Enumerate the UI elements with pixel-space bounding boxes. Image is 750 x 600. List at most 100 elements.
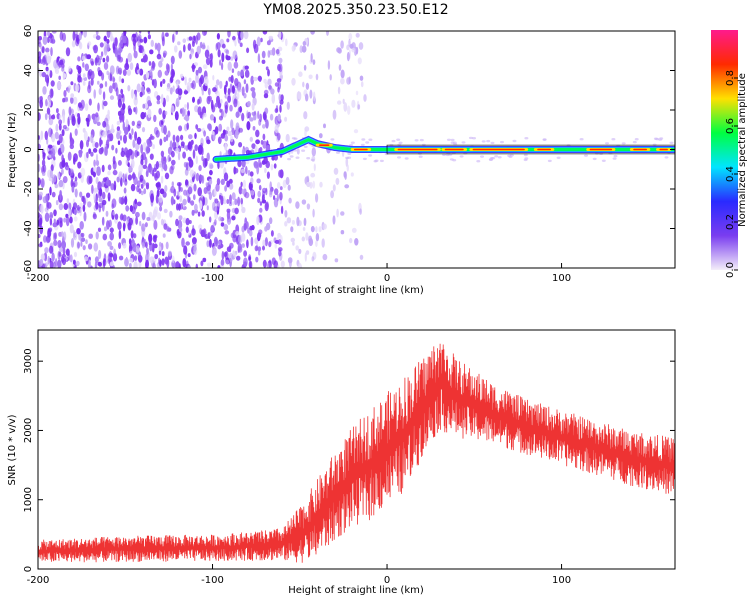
spectrogram-noise-cell: [152, 167, 157, 173]
spectrogram-noise-cell: [102, 57, 106, 63]
spectrogram-noise-cell: [196, 128, 202, 132]
spectrogram-noise-cell: [261, 199, 267, 204]
spectrogram-noise-cell: [39, 44, 43, 50]
spectrogram-noise-cell: [172, 134, 176, 142]
spectrogram-noise-cell: [183, 245, 188, 255]
spectrogram-noise-cell: [332, 184, 336, 192]
spectrogram-noise-cell: [146, 166, 150, 174]
spectrogram-noise-cell: [235, 122, 240, 131]
spectrogram-noise-cell: [192, 96, 195, 103]
spectrogram-noise-cell: [237, 100, 240, 108]
spectrogram-noise-cell: [102, 91, 106, 101]
spectrogram-noise-cell: [209, 164, 214, 169]
spectrogram-noise-cell: [223, 224, 229, 231]
spectrogram-noise-cell: [104, 81, 108, 88]
spectrogram-noise-cell: [51, 191, 56, 198]
spectrogram-noise-cell: [274, 124, 279, 134]
spectrogram-noise-cell: [102, 120, 107, 128]
spectrogram-noise-cell: [45, 193, 49, 203]
spectrogram-noise-cell: [48, 177, 53, 182]
spectrogram-noise-cell: [189, 169, 195, 178]
spectrogram-noise-cell: [373, 160, 378, 163]
spectrogram-noise-cell: [77, 113, 80, 118]
colorbar-ticks: 0.0 0.2 0.4 0.6 0.8: [725, 70, 738, 278]
spectrogram-noise-cell: [101, 202, 105, 212]
spectrogram-noise-cell: [279, 104, 282, 113]
spectrogram-noise-cell: [391, 139, 396, 143]
spectrogram-noise-cell: [158, 246, 162, 252]
spectrogram-noise-cell: [205, 135, 210, 143]
spectrogram-noise-cell: [277, 239, 282, 245]
spectrogram-noise-cell: [96, 121, 101, 127]
spectrogram-noise-cell: [214, 102, 219, 108]
spectrogram-noise-cell: [86, 192, 91, 198]
spectrogram-noise-cell: [73, 229, 76, 240]
spectrogram-noise-cell: [351, 99, 356, 108]
spectrogram-noise-cell: [198, 77, 203, 88]
x-tick-label: -200: [27, 273, 50, 284]
spectrogram-noise-cell: [279, 186, 283, 191]
spectrogram-noise-cell: [46, 55, 51, 64]
spectrogram-noise-cell: [632, 140, 637, 144]
spectrogram-noise-cell: [118, 229, 122, 240]
spectrogram-noise-cell: [150, 193, 155, 203]
spectrogram-noise-cell: [188, 134, 193, 140]
spectrogram-noise-cell: [523, 158, 528, 162]
spectrogram-noise-cell: [180, 141, 185, 147]
spectrogram-noise-cell: [264, 107, 269, 115]
spectrogram-noise-cell: [95, 201, 99, 210]
snr-x-axis-label: Height of straight line (km): [288, 585, 424, 596]
spectrogram-noise-cell: [225, 259, 230, 265]
spectrogram-noise-cell: [274, 243, 278, 249]
spectrogram-noise-cell: [70, 238, 75, 248]
spectrogram-noise-cell: [88, 98, 92, 106]
spectrogram-noise-cell: [229, 135, 234, 143]
spectrogram-noise-cell: [39, 69, 43, 78]
spectrogram-noise-cell: [80, 77, 83, 83]
spectrogram-noise-cell: [62, 114, 65, 124]
spectrogram-noise-cell: [114, 37, 118, 47]
spectrogram-noise-cell: [368, 154, 373, 157]
spectrogram-noise-cell: [357, 57, 362, 65]
spectrogram-noise-cell: [480, 155, 484, 158]
spectrogram-noise-cell: [161, 31, 165, 42]
spectrogram-noise-cell: [287, 257, 293, 264]
spectrogram-noise-cell: [39, 259, 44, 267]
spectrogram-noise-cell: [49, 169, 54, 179]
spectrogram-noise-cell: [56, 172, 61, 179]
spectrogram-noise-cell: [266, 171, 270, 179]
spectrogram-noise-cell: [288, 197, 292, 204]
spectrogram-noise-cell: [133, 96, 138, 106]
spectrogram-noise-cell: [285, 176, 290, 186]
spectrogram-noise-cell: [218, 123, 223, 132]
spectrogram-noise-cell: [246, 121, 251, 131]
spectrogram-noise-cell: [226, 180, 231, 188]
spectrogram-noise-cell: [621, 142, 626, 145]
spectrogram-noise-cell: [74, 188, 78, 198]
spectrogram-noise-cell: [44, 113, 48, 121]
spectrogram-noise-cell: [214, 198, 219, 204]
spectrogram-noise-cell: [54, 258, 58, 268]
spectrogram-noise-cell: [159, 205, 163, 212]
spectrogram-noise-cell: [658, 138, 663, 141]
spectrogram-noise-cell: [184, 104, 187, 109]
spectrogram-noise-cell: [170, 55, 175, 65]
spectrogram-noise-cell: [348, 76, 351, 84]
spectrogram-noise-cell: [265, 187, 268, 196]
spectrogram-noise-cell: [56, 108, 59, 114]
spectrogram-noise-cell: [296, 91, 300, 102]
spectrogram-noise-cell: [246, 47, 250, 54]
spectrogram-noise-cell: [147, 34, 151, 40]
spectrogram-noise-cell: [45, 66, 49, 72]
spectrogram-noise-cell: [106, 43, 110, 52]
spectrogram-noise-cell: [248, 254, 252, 262]
spectrogram-noise-cell: [49, 212, 53, 218]
spectrogram-noise-cell: [63, 217, 67, 223]
spectrogram-noise-cell: [280, 205, 284, 215]
spectrogram-noise-cell: [85, 239, 88, 245]
spectrogram-noise-cell: [327, 60, 331, 70]
spectrogram-noise-cell: [185, 161, 189, 171]
spectrogram-noise-cell: [127, 52, 133, 63]
spectrogram-noise-cell: [310, 31, 315, 35]
spectrogram-noise-cell: [282, 179, 287, 189]
